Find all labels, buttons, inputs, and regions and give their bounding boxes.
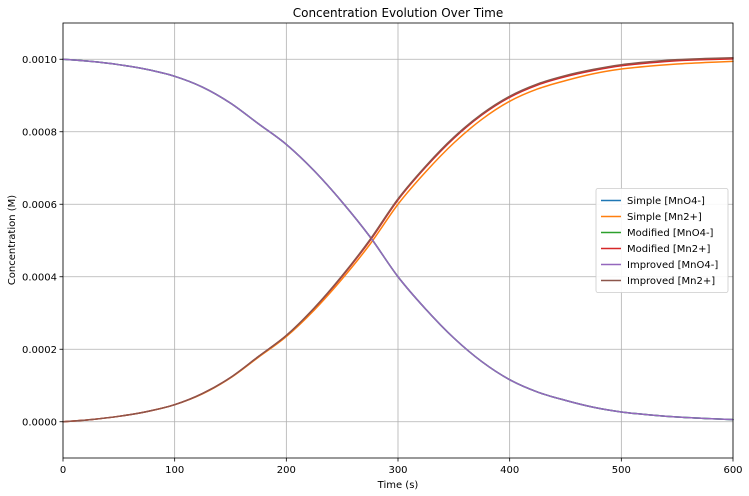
x-axis-title: Time (s)	[377, 480, 419, 491]
y-tick-label: 0.0002	[22, 345, 57, 356]
legend-label: Improved [MnO4-]	[627, 260, 718, 271]
y-tick-label: 0.0000	[22, 417, 57, 428]
x-tick-label: 500	[612, 465, 631, 476]
series-line-improved-mno4	[62, 58, 734, 421]
legend-label: Simple [Mn2+]	[627, 212, 702, 223]
y-axis-title: Concentration (M)	[7, 195, 18, 285]
y-tick-label: 0.0008	[22, 127, 57, 138]
chart-title: Concentration Evolution Over Time	[293, 6, 504, 20]
x-tick-label: 200	[277, 465, 296, 476]
legend-label: Modified [Mn2+]	[627, 244, 710, 255]
y-tick-label: 0.0010	[22, 55, 57, 66]
legend: Simple [MnO4-] Simple [Mn2+] Modified [MnO…	[595, 188, 729, 293]
y-tick-label: 0.0006	[22, 200, 57, 211]
series-lines	[62, 57, 734, 423]
x-tick-label: 0	[60, 465, 66, 476]
legend-label: Modified [MnO4-]	[627, 228, 714, 239]
x-tick-label: 400	[500, 465, 519, 476]
legend-label: Simple [MnO4-]	[627, 196, 705, 207]
x-tick-label: 600	[723, 465, 742, 476]
x-tick-label: 300	[388, 465, 407, 476]
y-tick-label: 0.0004	[22, 272, 57, 283]
x-axis-ticks: 0 100 200 300 400 500 600	[60, 458, 743, 476]
legend-box	[595, 188, 729, 293]
series-line-improved-mn2	[62, 57, 734, 423]
y-axis-ticks: 0.0000 0.0002 0.0004 0.0006 0.0008 0.0010	[22, 55, 63, 428]
x-tick-label: 100	[165, 465, 184, 476]
legend-label: Improved [Mn2+]	[627, 276, 715, 287]
